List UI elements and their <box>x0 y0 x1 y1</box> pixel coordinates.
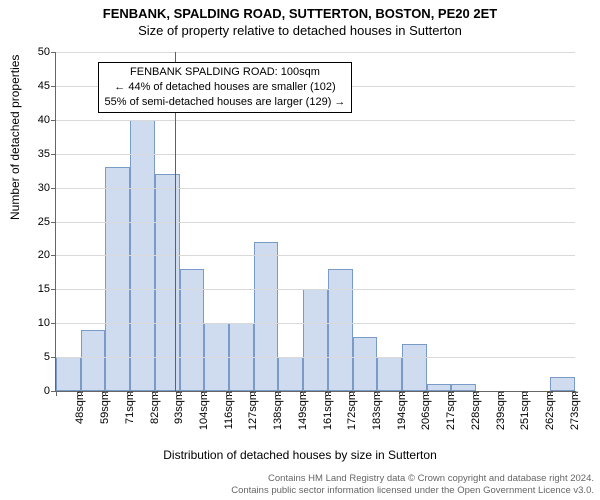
footer-line-1: Contains HM Land Registry data © Crown c… <box>231 473 594 485</box>
bar <box>353 337 378 391</box>
ytick-label: 10 <box>26 317 56 329</box>
xtick-label: 71sqm <box>118 391 136 424</box>
gridline <box>56 154 575 155</box>
gridline <box>56 222 575 223</box>
xtick-label: 161sqm <box>316 391 334 430</box>
xtick-label: 82sqm <box>143 391 161 424</box>
bar <box>303 289 328 391</box>
xtick-mark <box>303 391 304 396</box>
ytick-label: 40 <box>26 114 56 126</box>
xtick-label: 239sqm <box>489 391 507 430</box>
ytick-label: 0 <box>26 385 56 397</box>
xtick-mark <box>155 391 156 396</box>
bar <box>550 377 575 391</box>
bar <box>56 357 81 391</box>
gridline <box>56 323 575 324</box>
xtick-mark <box>402 391 403 396</box>
xtick-mark <box>56 391 57 396</box>
xtick-label: 149sqm <box>291 391 309 430</box>
ytick-label: 5 <box>26 351 56 363</box>
ytick-label: 25 <box>26 216 56 228</box>
xtick-mark <box>451 391 452 396</box>
gridline <box>56 357 575 358</box>
bar <box>278 357 303 391</box>
gridline <box>56 255 575 256</box>
xtick-label: 183sqm <box>365 391 383 430</box>
xtick-label: 217sqm <box>439 391 457 430</box>
histogram-chart: 05101520253035404550 48sqm59sqm71sqm82sq… <box>55 52 575 392</box>
xtick-label: 104sqm <box>192 391 210 430</box>
xtick-mark <box>278 391 279 396</box>
xtick-mark <box>105 391 106 396</box>
annotation-text-3: 55% of semi-detached houses are larger (… <box>105 95 346 110</box>
xtick-mark <box>204 391 205 396</box>
annotation-text-2: ← 44% of detached houses are smaller (10… <box>105 80 346 95</box>
xtick-label: 48sqm <box>68 391 86 424</box>
footer-line-2: Contains public sector information licen… <box>231 485 594 497</box>
xtick-mark <box>476 391 477 396</box>
x-axis-label: Distribution of detached houses by size … <box>0 448 600 462</box>
xtick-label: 228sqm <box>464 391 482 430</box>
bar <box>180 269 205 391</box>
xtick-mark <box>328 391 329 396</box>
gridline <box>56 120 575 121</box>
xtick-mark <box>550 391 551 396</box>
ytick-label: 50 <box>26 46 56 58</box>
ytick-label: 15 <box>26 283 56 295</box>
xtick-label: 194sqm <box>390 391 408 430</box>
bar <box>328 269 353 391</box>
bar <box>377 357 402 391</box>
xtick-mark <box>254 391 255 396</box>
bar <box>155 174 180 391</box>
ytick-label: 20 <box>26 249 56 261</box>
xtick-mark <box>180 391 181 396</box>
ytick-label: 45 <box>26 80 56 92</box>
annotation-text-1: FENBANK SPALDING ROAD: 100sqm <box>105 65 346 80</box>
xtick-mark <box>130 391 131 396</box>
annotation-box: FENBANK SPALDING ROAD: 100sqm ← 44% of d… <box>98 62 353 113</box>
gridline <box>56 188 575 189</box>
ytick-label: 35 <box>26 148 56 160</box>
xtick-mark <box>81 391 82 396</box>
bar <box>451 384 476 391</box>
gridline <box>56 289 575 290</box>
xtick-label: 273sqm <box>563 391 581 430</box>
bar <box>254 242 279 391</box>
xtick-label: 116sqm <box>217 391 235 429</box>
y-axis-label: Number of detached properties <box>8 55 22 220</box>
xtick-mark <box>427 391 428 396</box>
bar <box>402 344 427 391</box>
xtick-mark <box>377 391 378 396</box>
page-subtitle: Size of property relative to detached ho… <box>0 23 600 38</box>
xtick-label: 93sqm <box>167 391 185 424</box>
xtick-label: 251sqm <box>513 391 531 430</box>
xtick-mark <box>229 391 230 396</box>
xtick-label: 138sqm <box>266 391 284 430</box>
xtick-label: 59sqm <box>93 391 111 424</box>
xtick-label: 127sqm <box>241 391 259 430</box>
xtick-label: 172sqm <box>340 391 358 430</box>
xtick-mark <box>353 391 354 396</box>
bar <box>81 330 106 391</box>
xtick-mark <box>501 391 502 396</box>
xtick-label: 262sqm <box>538 391 556 430</box>
xtick-mark <box>526 391 527 396</box>
bar <box>427 384 452 391</box>
xtick-mark <box>575 391 576 396</box>
xtick-label: 206sqm <box>414 391 432 430</box>
footer-attribution: Contains HM Land Registry data © Crown c… <box>231 473 594 497</box>
page-title: FENBANK, SPALDING ROAD, SUTTERTON, BOSTO… <box>0 6 600 21</box>
ytick-label: 30 <box>26 182 56 194</box>
gridline <box>56 52 575 53</box>
